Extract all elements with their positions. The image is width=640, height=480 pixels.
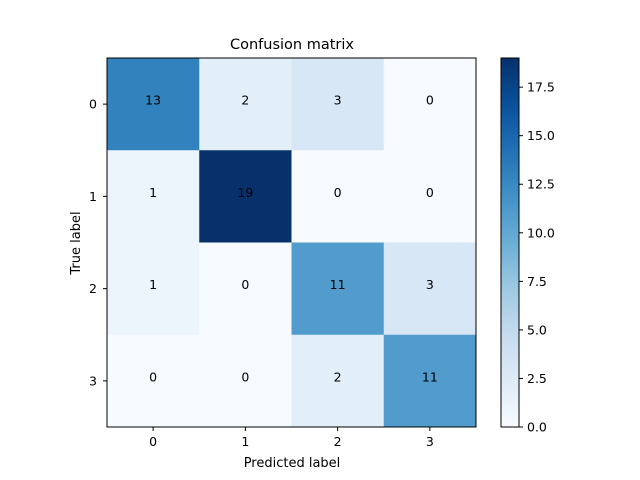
colorbar-tick-label: 7.5: [527, 274, 547, 289]
cell-value-label: 0: [334, 185, 342, 200]
colorbar-tick-label: 15.0: [527, 128, 555, 143]
heatmap-cell: [199, 150, 292, 243]
colorbar-tick-label: 10.0: [527, 225, 555, 240]
y-tick-label: 1: [89, 189, 97, 204]
colorbar: [500, 57, 520, 428]
chart-title: Confusion matrix: [230, 37, 354, 53]
plot-frame: [106, 57, 477, 428]
cell-value-label: 11: [422, 369, 438, 384]
colorbar-tick-label: 12.5: [527, 177, 555, 192]
heatmap-cell: [107, 58, 200, 151]
x-tick-label: 2: [334, 434, 342, 449]
heatmap-cell: [107, 150, 200, 243]
heatmap-cell: [383, 242, 477, 336]
heatmap-cell: [199, 58, 292, 151]
cell-value-label: 3: [334, 93, 342, 108]
x-axis-label: Predicted label: [244, 456, 341, 471]
cell-value-label: 0: [149, 369, 157, 384]
y-tick-label: 3: [89, 373, 97, 388]
colorbar-tick-label: 17.5: [527, 80, 555, 95]
cell-value-label: 1: [149, 185, 157, 200]
x-tick-label: 3: [426, 434, 434, 449]
heatmap-cell: [383, 58, 477, 151]
cell-value-label: 0: [426, 93, 434, 108]
x-tick-label: 0: [149, 434, 157, 449]
cell-value-label: 13: [145, 93, 161, 108]
heatmap-cells: [107, 58, 477, 428]
heatmap-cell: [291, 150, 385, 243]
cell-value-label: 0: [241, 277, 249, 292]
heatmap-cell: [107, 242, 200, 336]
colorbar-tick-label: 5.0: [527, 322, 547, 337]
heatmap-cell: [291, 58, 385, 151]
heatmap-cell: [199, 242, 292, 336]
cell-value-label: 0: [241, 369, 249, 384]
heatmap-cell: [383, 150, 477, 243]
heatmap-cell: [291, 334, 385, 428]
cell-value-label: 1: [149, 277, 157, 292]
colorbar-tick-label: 0.0: [527, 420, 547, 435]
x-tick-label: 1: [241, 434, 249, 449]
heatmap-cell-labels: 13 2 3 0 1 19 0 0 1 0 11 3 0 0 2 11: [145, 93, 438, 385]
y-tick-label: 2: [89, 281, 97, 296]
colorbar-ticks: 0.0 2.5 5.0 7.5 10.0 12.5 15.0 17.5: [519, 80, 555, 435]
heatmap-cell: [291, 242, 385, 336]
y-axis-label: True label: [69, 211, 84, 275]
cell-value-label: 3: [426, 277, 434, 292]
cell-value-label: 2: [334, 369, 342, 384]
x-axis: 0 1 2 3: [149, 427, 434, 449]
cell-value-label: 11: [330, 277, 346, 292]
heatmap-cell: [383, 334, 477, 428]
colorbar-tick-label: 2.5: [527, 371, 547, 386]
heatmap-cell: [199, 334, 292, 428]
cell-value-label: 0: [426, 185, 434, 200]
heatmap-cell: [107, 334, 200, 428]
y-axis: 0 1 2 3: [89, 97, 107, 388]
cell-value-label: 2: [241, 93, 249, 108]
y-tick-label: 0: [89, 97, 97, 112]
cell-value-label: 19: [237, 185, 253, 200]
